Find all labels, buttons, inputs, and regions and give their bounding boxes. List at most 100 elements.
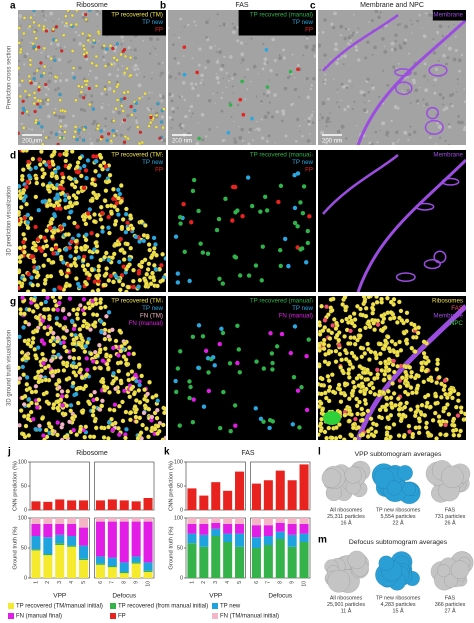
particle xyxy=(187,395,192,401)
particle xyxy=(23,319,28,325)
particle xyxy=(342,348,348,353)
particle xyxy=(149,120,153,125)
texture xyxy=(339,34,342,37)
texture xyxy=(266,90,271,94)
particle xyxy=(98,300,103,306)
bar xyxy=(287,480,297,510)
texture xyxy=(102,58,106,62)
texture xyxy=(28,128,31,130)
particle xyxy=(109,139,113,143)
texture xyxy=(371,84,374,87)
particle xyxy=(79,375,85,381)
particle xyxy=(404,318,410,324)
texture xyxy=(422,34,427,39)
particle xyxy=(37,162,43,167)
texture xyxy=(433,85,435,87)
particle xyxy=(385,334,391,340)
particle xyxy=(386,425,392,431)
particle xyxy=(19,350,25,355)
particle xyxy=(445,402,450,407)
particle xyxy=(93,297,98,302)
particle xyxy=(359,354,365,360)
texture xyxy=(47,136,51,140)
texture xyxy=(208,128,211,131)
particle xyxy=(290,422,296,427)
texture xyxy=(320,130,325,135)
bar xyxy=(107,567,117,578)
texture xyxy=(456,78,459,81)
scale-bar-label: 200 nm xyxy=(22,139,42,145)
particle xyxy=(18,380,22,385)
texture xyxy=(25,52,29,56)
particle xyxy=(64,273,70,279)
particle xyxy=(93,240,99,246)
particle xyxy=(60,108,65,113)
particle xyxy=(264,208,270,213)
particle xyxy=(98,305,104,311)
texture xyxy=(57,18,60,20)
particle xyxy=(73,249,79,254)
particle xyxy=(292,172,297,178)
particle xyxy=(25,163,31,168)
x-tick-label: 5 xyxy=(81,581,87,584)
particle xyxy=(383,436,389,440)
particle xyxy=(151,245,157,251)
particle xyxy=(18,209,22,215)
texture xyxy=(177,72,181,76)
texture xyxy=(193,20,196,23)
particle xyxy=(94,63,99,68)
particle xyxy=(220,330,226,336)
particle xyxy=(22,16,27,20)
particle xyxy=(329,330,335,336)
particle xyxy=(259,278,264,283)
particle xyxy=(407,429,412,435)
particle xyxy=(18,245,23,251)
particle xyxy=(137,96,142,101)
particle xyxy=(102,304,108,310)
texture xyxy=(103,128,106,131)
particle xyxy=(53,245,59,251)
texture xyxy=(438,93,443,97)
particle xyxy=(356,425,361,430)
particle xyxy=(110,196,116,202)
texture xyxy=(78,94,83,98)
particle xyxy=(121,257,127,262)
particle xyxy=(121,354,127,359)
texture xyxy=(225,72,228,75)
row-label: 3D ground truth visualization xyxy=(7,330,13,406)
particle xyxy=(75,400,81,406)
particle xyxy=(40,318,46,324)
particle xyxy=(174,389,179,395)
panel-background xyxy=(168,296,316,440)
particle xyxy=(54,25,59,29)
texture xyxy=(179,17,183,21)
particle xyxy=(267,418,273,423)
texture xyxy=(44,14,47,17)
texture xyxy=(170,99,174,103)
texture xyxy=(77,34,80,37)
particle xyxy=(55,405,61,411)
texture xyxy=(104,117,108,121)
legend-swatch xyxy=(110,603,116,609)
particle xyxy=(64,403,70,409)
particle xyxy=(223,196,228,202)
particle xyxy=(443,405,448,411)
particle xyxy=(101,435,107,440)
particle xyxy=(318,363,322,369)
texture xyxy=(306,139,311,143)
texture xyxy=(292,102,295,105)
particle xyxy=(423,368,429,374)
particle xyxy=(326,378,332,383)
particle xyxy=(398,308,404,314)
particle xyxy=(33,243,38,248)
particle xyxy=(358,345,364,351)
texture xyxy=(271,37,275,42)
particle xyxy=(291,374,297,380)
texture xyxy=(108,103,110,106)
particle xyxy=(90,412,96,418)
texture xyxy=(307,119,311,123)
particle xyxy=(99,403,105,409)
particle xyxy=(424,400,430,406)
texture xyxy=(168,74,173,79)
particle xyxy=(51,402,57,407)
